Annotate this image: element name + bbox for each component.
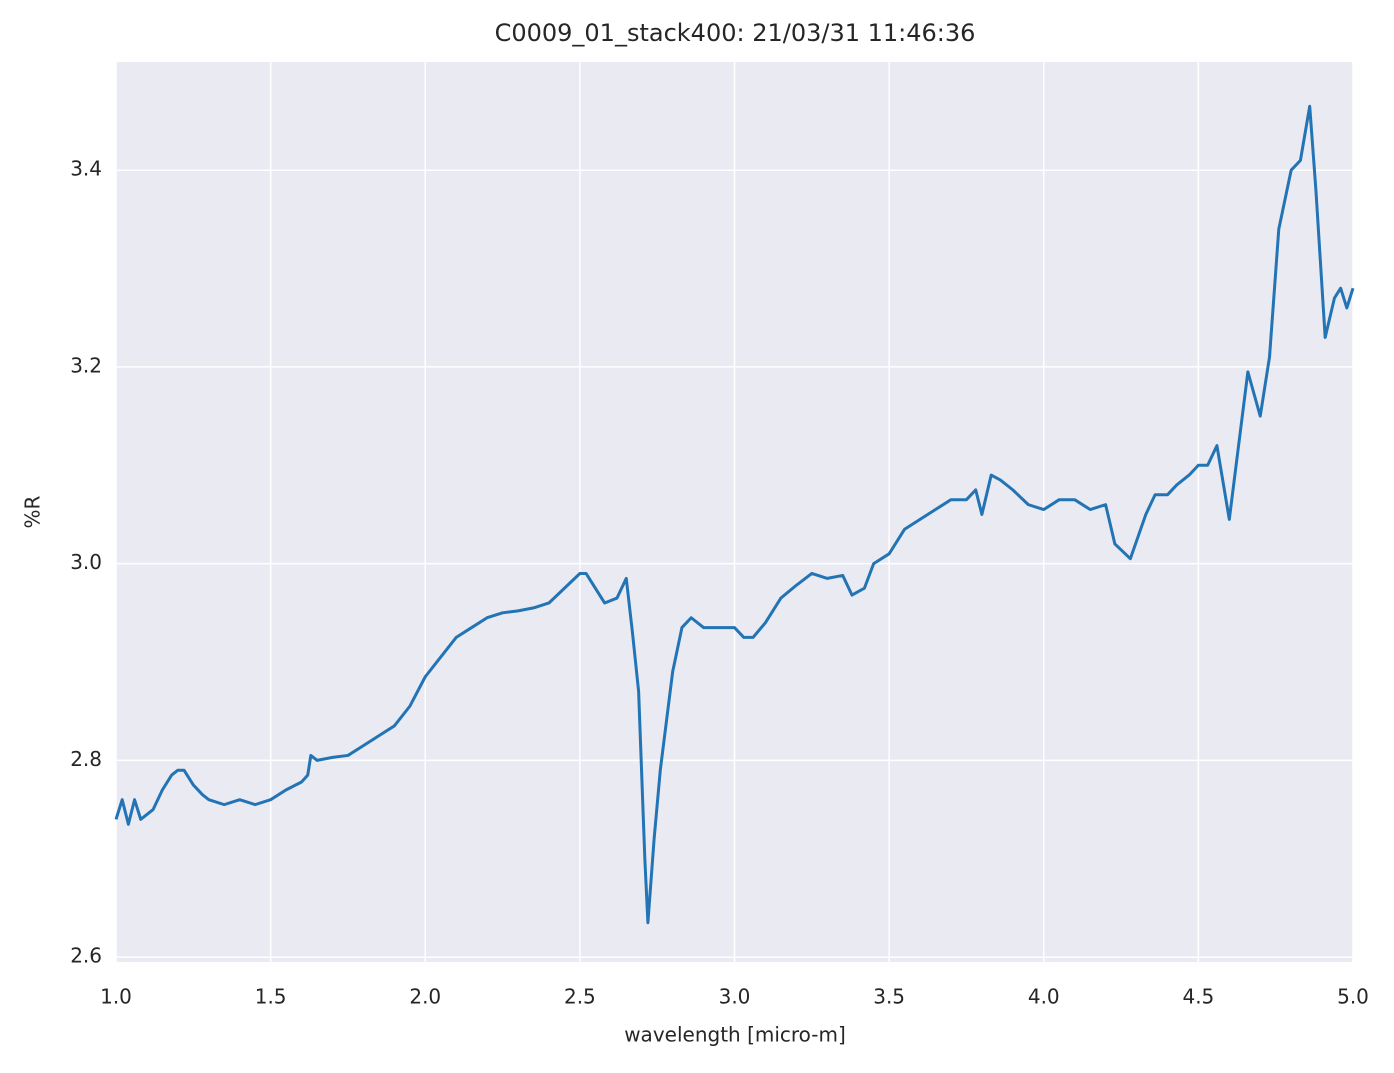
x-tick-label: 4.0 — [1028, 985, 1060, 1009]
x-tick-label: 2.0 — [409, 985, 441, 1009]
y-tick-label: 3.4 — [70, 157, 102, 181]
y-tick-label: 2.6 — [70, 944, 102, 968]
x-tick-label: 3.5 — [873, 985, 905, 1009]
y-axis-label: %R — [21, 495, 45, 528]
y-tick-label: 3.0 — [70, 550, 102, 574]
x-tick-label: 3.0 — [719, 985, 751, 1009]
data-line — [114, 104, 1355, 925]
x-tick-label: 4.5 — [1182, 985, 1214, 1009]
x-tick-label: 2.5 — [564, 985, 596, 1009]
chart-title: C0009_01_stack400: 21/03/31 11:46:36 — [495, 19, 976, 47]
x-tick-label: 5.0 — [1337, 985, 1369, 1009]
y-tick-label: 3.2 — [70, 353, 102, 377]
x-axis-label: wavelength [micro-m] — [624, 1023, 846, 1047]
y-tick-label: 2.8 — [70, 747, 102, 771]
x-tick-label: 1.5 — [255, 985, 287, 1009]
x-tick-label: 1.0 — [100, 985, 132, 1009]
